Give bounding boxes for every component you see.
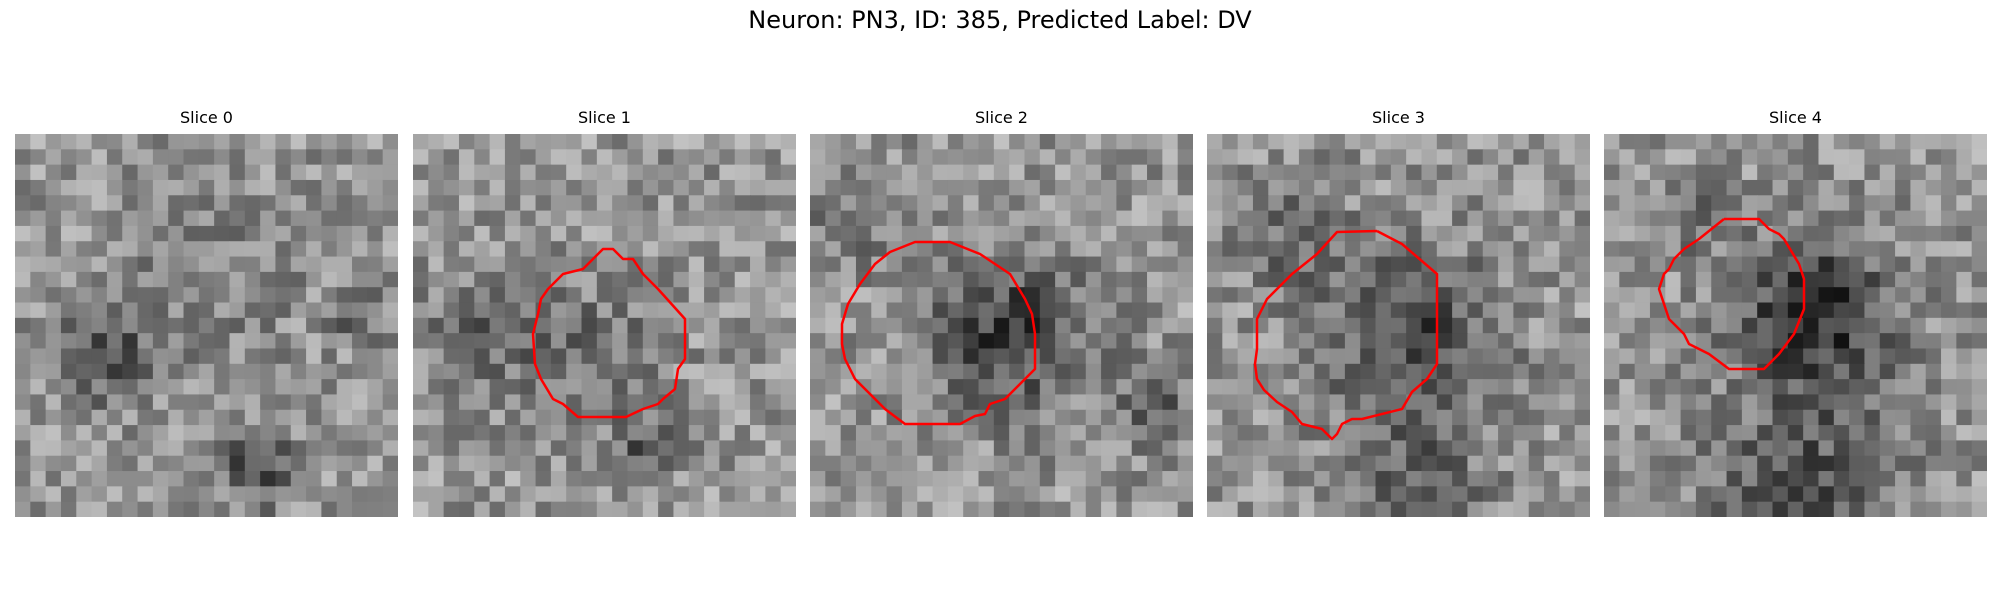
slice-title: Slice 2 (975, 108, 1028, 127)
slice-title: Slice 0 (180, 108, 233, 127)
slice-image (810, 134, 1193, 517)
slice-title: Slice 4 (1769, 108, 1822, 127)
pixel-grid (1604, 134, 1987, 517)
pixel-grid (1207, 134, 1590, 517)
segmentation-contour (531, 247, 687, 419)
slice-image (15, 134, 398, 517)
slice-image (413, 134, 796, 517)
segmentation-contour (1253, 229, 1439, 441)
pixel-grid (413, 134, 796, 517)
pixel-grid (15, 134, 398, 517)
pixel-grid (810, 134, 1193, 517)
slice-title: Slice 1 (578, 108, 631, 127)
segmentation-contour (840, 240, 1037, 426)
segmentation-contour (1657, 217, 1806, 371)
slice-title: Slice 3 (1372, 108, 1425, 127)
figure-title: Neuron: PN3, ID: 385, Predicted Label: D… (748, 6, 1252, 34)
slice-image (1604, 134, 1987, 517)
slice-image (1207, 134, 1590, 517)
